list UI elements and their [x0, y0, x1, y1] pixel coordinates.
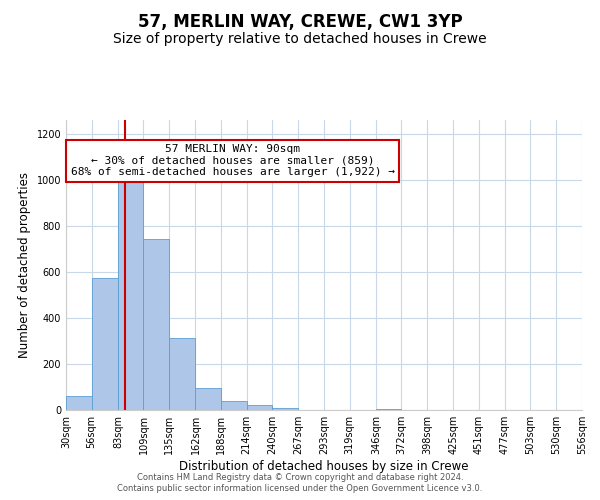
Text: Size of property relative to detached houses in Crewe: Size of property relative to detached ho… [113, 32, 487, 46]
Bar [143, 238, 169, 410]
Text: 57 MERLIN WAY: 90sqm
← 30% of detached houses are smaller (859)
68% of semi-deta: 57 MERLIN WAY: 90sqm ← 30% of detached h… [71, 144, 395, 178]
Bar [247, 406, 272, 410]
Bar [196, 388, 221, 410]
Bar [66, 396, 92, 410]
Y-axis label: Number of detached properties: Number of detached properties [18, 172, 31, 358]
Text: 57, MERLIN WAY, CREWE, CW1 3YP: 57, MERLIN WAY, CREWE, CW1 3YP [137, 12, 463, 30]
Text: Contains public sector information licensed under the Open Government Licence v3: Contains public sector information licen… [118, 484, 482, 493]
Text: Contains HM Land Registry data © Crown copyright and database right 2024.: Contains HM Land Registry data © Crown c… [137, 472, 463, 482]
X-axis label: Distribution of detached houses by size in Crewe: Distribution of detached houses by size … [179, 460, 469, 473]
Bar [118, 178, 143, 410]
Bar [272, 408, 298, 410]
Bar [92, 278, 118, 410]
Bar [376, 409, 401, 410]
Bar [221, 401, 247, 410]
Bar [169, 338, 196, 410]
